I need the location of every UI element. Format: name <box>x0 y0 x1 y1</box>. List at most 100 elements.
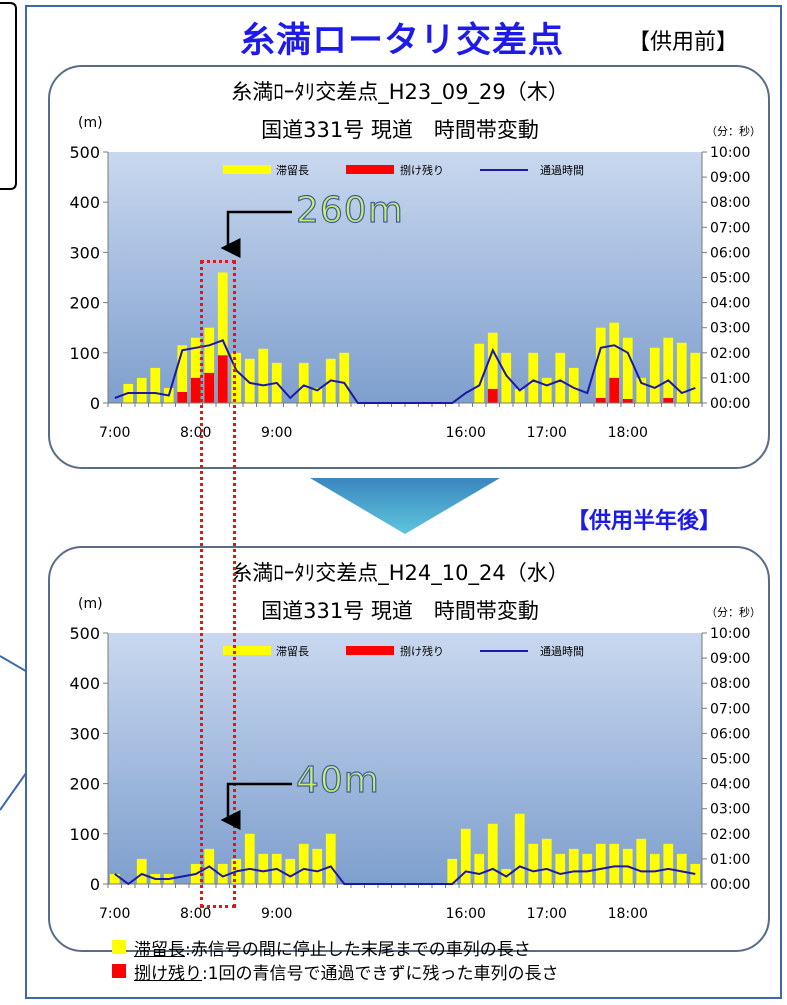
bar-queue <box>555 353 565 403</box>
chart-subtitle: 国道331号 現道 時間帯変動 <box>261 599 539 623</box>
bar-queue <box>528 844 538 884</box>
bar-queue <box>542 378 552 403</box>
bar-queue <box>690 353 700 403</box>
x-tick-label: 7:00 <box>99 906 130 922</box>
page-title: 糸満ロータリ交差点 <box>240 12 564 63</box>
footnote-term: 滞留長 <box>134 935 185 960</box>
bar-queue <box>137 859 147 884</box>
y2-tick-label: 00:00 <box>710 877 750 893</box>
x-tick-label: 16:00 <box>446 425 486 441</box>
y2-tick-label: 06:00 <box>710 726 750 742</box>
x-tick-label: 18:00 <box>608 906 648 922</box>
y-tick-label: 300 <box>69 724 100 743</box>
bar-queue <box>474 344 484 403</box>
x-tick-label: 9:00 <box>261 425 292 441</box>
y-tick-label: 200 <box>69 775 100 794</box>
footnotes: 滞留長 :赤信号の間に停止した末尾までの車列の長さ 捌け残り :1回の青信号で通… <box>112 935 559 983</box>
callout-40m: 40m <box>296 760 380 801</box>
y-tick-label: 400 <box>69 674 100 693</box>
x-tick-label: 18:00 <box>608 425 648 441</box>
legend-label-queue: 滞留長 <box>276 164 309 177</box>
bar-queue <box>650 854 660 884</box>
bar-queue <box>299 844 309 884</box>
x-tick-label: 17:00 <box>527 425 567 441</box>
y2-axis-label: （分：秒） <box>706 605 761 619</box>
y2-tick-label: 03:00 <box>710 802 750 818</box>
legend-swatch-queue <box>223 165 271 174</box>
legend-label-passage: 通過時間 <box>540 645 584 658</box>
bar-residual <box>218 355 228 403</box>
y2-tick-label: 07:00 <box>710 220 750 236</box>
y2-tick-label: 07:00 <box>710 701 750 717</box>
legend-label-queue: 滞留長 <box>276 645 309 658</box>
x-tick-label: 9:00 <box>261 906 292 922</box>
y-tick-label: 500 <box>69 624 100 643</box>
footnote-queue: 滞留長 :赤信号の間に停止した末尾までの車列の長さ <box>112 935 559 959</box>
bar-queue <box>474 854 484 884</box>
y2-tick-label: 02:00 <box>710 827 750 843</box>
x-tick-label: 7:00 <box>99 425 130 441</box>
bar-queue <box>312 849 322 884</box>
bar-queue <box>515 814 525 884</box>
bar-queue <box>569 849 579 884</box>
chart-title: 糸満ﾛｰﾀﾘ交差点_H24_10_24（水） <box>231 561 568 586</box>
legend-swatch-residual <box>346 165 394 174</box>
footnote-term: 捌け残り <box>134 959 202 984</box>
bar-queue <box>596 328 606 403</box>
legend-swatch-queue <box>223 646 271 655</box>
x-tick-label: 16:00 <box>446 906 486 922</box>
y-tick-label: 300 <box>69 243 100 262</box>
y-tick-label: 100 <box>69 825 100 844</box>
bar-residual <box>191 378 201 403</box>
y-axis-label: (m) <box>78 115 103 131</box>
y2-tick-label: 02:00 <box>710 346 750 362</box>
bar-queue <box>339 353 349 403</box>
x-tick-label: 8:00 <box>180 906 211 922</box>
y2-tick-label: 08:00 <box>710 195 750 211</box>
bar-queue <box>677 854 687 884</box>
legend-label-passage: 通過時間 <box>540 164 584 177</box>
legend-label-residual: 捌け残り <box>400 644 444 658</box>
bar-queue <box>528 353 538 403</box>
y-axis-label: (m) <box>78 596 103 612</box>
bar-queue <box>542 839 552 884</box>
x-tick-label: 8:00 <box>180 425 211 441</box>
y-tick-label: 500 <box>69 143 100 162</box>
y2-tick-label: 04:00 <box>710 777 750 793</box>
y-tick-label: 0 <box>90 875 100 894</box>
bar-queue <box>326 834 336 884</box>
chart-after-container: 糸満ﾛｰﾀﾘ交差点_H24_10_24（水） 国道331号 現道 時間帯変動 (m)… <box>48 546 770 952</box>
legend-swatch-residual <box>346 646 394 655</box>
bar-queue <box>555 854 565 884</box>
bar-queue <box>299 363 309 403</box>
bar-queue <box>663 338 673 403</box>
bar-queue <box>596 844 606 884</box>
footnote-desc: :赤信号の間に停止した末尾までの車列の長さ <box>185 935 531 960</box>
bar-residual <box>177 392 187 403</box>
y2-tick-label: 01:00 <box>710 852 750 868</box>
y2-axis-label: （分：秒） <box>706 124 761 138</box>
bar-queue <box>609 844 619 884</box>
y2-tick-label: 06:00 <box>710 245 750 261</box>
bar-residual <box>609 378 619 403</box>
bar-queue <box>258 349 268 403</box>
y2-tick-label: 03:00 <box>710 321 750 337</box>
footnote-residual: 捌け残り :1回の青信号で通過できずに残った車列の長さ <box>112 959 559 983</box>
bar-queue <box>488 824 498 884</box>
after-tag: 【供用半年後】 <box>567 503 721 535</box>
y2-tick-label: 04:00 <box>710 296 750 312</box>
bar-queue <box>285 859 295 884</box>
bar-queue <box>582 854 592 884</box>
bar-residual <box>623 399 633 403</box>
y-tick-label: 200 <box>69 294 100 313</box>
before-tag: 【供用前】 <box>628 24 738 56</box>
queue-swatch <box>112 940 126 954</box>
y2-tick-label: 01:00 <box>710 371 750 387</box>
chart-title: 糸満ﾛｰﾀﾘ交差点_H23_09_29（木） <box>231 80 568 105</box>
callout-260m: 260m <box>296 190 404 231</box>
legend-label-residual: 捌け残り <box>400 163 444 177</box>
bar-queue <box>137 378 147 403</box>
bar-residual <box>596 398 606 403</box>
y-tick-label: 100 <box>69 344 100 363</box>
bar-queue <box>636 839 646 884</box>
